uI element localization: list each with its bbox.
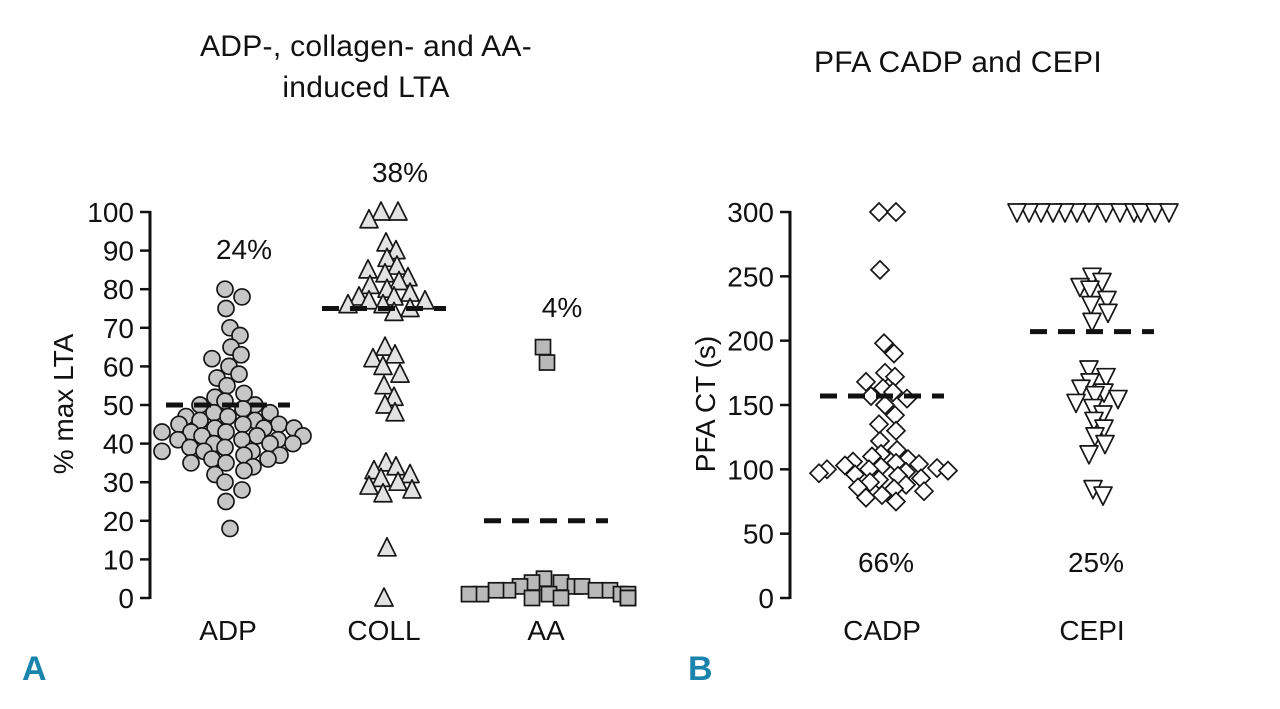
panel-b-title-line-1: PFA CADP and CEPI bbox=[813, 46, 1103, 79]
panel-b-plot: 0 50 100 150 200 250 300 66% CADP 25% CEPI bbox=[727, 197, 1179, 646]
panel-a-title-line-2: induced LTA bbox=[282, 71, 450, 104]
svg-text:200: 200 bbox=[727, 326, 774, 357]
svg-text:CADP: CADP bbox=[843, 615, 921, 646]
svg-text:40: 40 bbox=[103, 429, 134, 460]
svg-text:COLL: COLL bbox=[347, 615, 420, 646]
svg-text:70: 70 bbox=[103, 313, 134, 344]
svg-text:CEPI: CEPI bbox=[1059, 615, 1124, 646]
svg-text:66%: 66% bbox=[858, 547, 914, 578]
svg-text:90: 90 bbox=[103, 236, 134, 267]
panel-b-y-axis-label: PFA CT (s) bbox=[690, 335, 721, 473]
svg-text:100: 100 bbox=[87, 197, 134, 228]
svg-text:ADP: ADP bbox=[199, 615, 257, 646]
panel-b-title: PFA CADP and CEPI bbox=[758, 42, 1158, 83]
svg-text:4%: 4% bbox=[542, 292, 582, 323]
svg-text:100: 100 bbox=[727, 454, 774, 485]
svg-text:300: 300 bbox=[727, 197, 774, 228]
panel-a-title: ADP-, collagen- and AA- induced LTA bbox=[150, 26, 582, 108]
svg-text:10: 10 bbox=[103, 544, 134, 575]
panel-a-y-axis-label: % max LTA bbox=[48, 333, 79, 475]
svg-text:150: 150 bbox=[727, 390, 774, 421]
svg-text:38%: 38% bbox=[372, 157, 428, 188]
svg-text:50: 50 bbox=[103, 390, 134, 421]
svg-text:0: 0 bbox=[118, 583, 134, 614]
panel-a-plot: 0 10 20 30 40 50 60 70 80 90 100 24% ADP 38% COLL 4% AA bbox=[87, 157, 637, 646]
svg-text:30: 30 bbox=[103, 467, 134, 498]
svg-text:50: 50 bbox=[743, 519, 774, 550]
svg-text:20: 20 bbox=[103, 506, 134, 537]
panel-a-title-line-1: ADP-, collagen- and AA- bbox=[199, 30, 533, 63]
panel-letter-a: A bbox=[22, 650, 47, 688]
svg-text:AA: AA bbox=[527, 615, 565, 646]
svg-text:0: 0 bbox=[758, 583, 774, 614]
svg-text:60: 60 bbox=[103, 351, 134, 382]
svg-text:25%: 25% bbox=[1068, 547, 1124, 578]
svg-text:80: 80 bbox=[103, 274, 134, 305]
svg-text:250: 250 bbox=[727, 261, 774, 292]
panel-letter-b: B bbox=[688, 650, 713, 688]
svg-text:24%: 24% bbox=[216, 234, 272, 265]
